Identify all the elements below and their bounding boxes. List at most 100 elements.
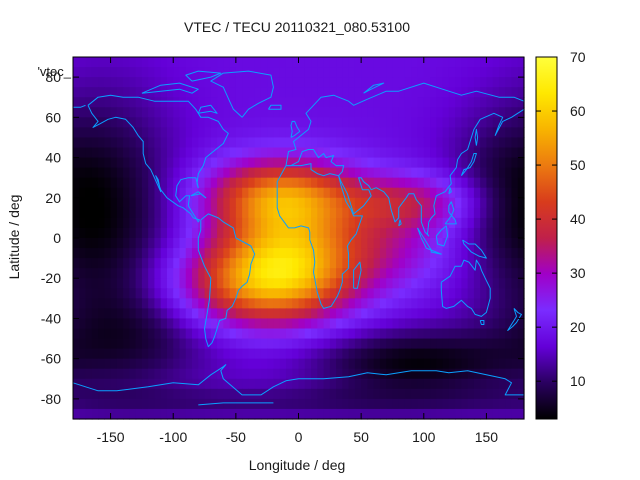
vtec-cell	[329, 238, 337, 249]
vtec-cell	[511, 87, 519, 98]
vtec-cell	[292, 318, 300, 330]
vtec-cell	[179, 157, 187, 169]
vtec-cell	[511, 127, 519, 139]
vtec-cell	[404, 248, 412, 259]
vtec-cell	[260, 388, 268, 400]
vtec-cell	[229, 107, 237, 118]
vtec-cell	[135, 358, 143, 370]
vtec-cell	[185, 177, 193, 189]
vtec-cell	[398, 378, 406, 390]
vtec-cell	[398, 107, 406, 118]
vtec-cell	[480, 187, 488, 199]
vtec-cell	[185, 127, 193, 139]
vtec-cell	[166, 67, 174, 78]
vtec-cell	[148, 258, 156, 269]
vtec-cell	[267, 217, 275, 229]
vtec-cell	[210, 368, 218, 380]
vtec-cell	[398, 57, 406, 68]
vtec-cell	[461, 197, 469, 209]
vtec-cell	[511, 348, 519, 360]
vtec-cell	[242, 187, 249, 199]
vtec-cell	[254, 157, 262, 169]
vtec-cell	[311, 77, 318, 88]
vtec-cell	[492, 167, 500, 179]
vtec-cell	[505, 167, 513, 179]
vtec-cell	[486, 177, 494, 189]
vtec-cell	[273, 268, 281, 279]
vtec-cell	[179, 288, 187, 299]
vtec-cell	[311, 288, 318, 299]
vtec-cell	[392, 157, 400, 169]
vtec-cell	[436, 127, 444, 139]
vtec-cell	[455, 248, 462, 259]
vtec-cell	[292, 288, 300, 299]
vtec-cell	[123, 147, 130, 159]
vtec-cell	[154, 187, 162, 199]
vtec-cell	[85, 338, 93, 350]
vtec-cell	[79, 298, 87, 309]
vtec-cell	[423, 328, 431, 340]
vtec-cell	[455, 157, 462, 169]
vtec-cell	[517, 87, 525, 98]
vtec-cell	[166, 348, 174, 360]
vtec-cell	[98, 197, 105, 209]
vtec-cell	[204, 258, 212, 269]
vtec-cell	[235, 378, 243, 390]
vtec-cell	[417, 177, 425, 189]
vtec-cell	[248, 147, 256, 159]
vtec-cell	[511, 338, 519, 350]
vtec-cell	[267, 77, 275, 88]
vtec-cell	[135, 308, 143, 320]
vtec-cell	[110, 278, 118, 289]
vtec-cell	[248, 57, 256, 68]
vtec-cell	[342, 167, 350, 179]
vtec-cell	[179, 77, 187, 88]
vtec-cell	[336, 197, 343, 209]
vtec-cell	[311, 217, 318, 229]
vtec-cell	[135, 368, 143, 380]
vtec-cell	[129, 328, 137, 340]
vtec-cell	[85, 398, 93, 410]
x-tick-label: -100	[159, 429, 187, 445]
vtec-cell	[348, 388, 356, 400]
vtec-cell	[392, 127, 400, 139]
vtec-cell	[367, 187, 375, 199]
vtec-cell	[342, 248, 350, 259]
vtec-cell	[442, 278, 450, 289]
vtec-cell	[473, 268, 481, 279]
vtec-cell	[260, 107, 268, 118]
vtec-cell	[217, 77, 224, 88]
vtec-cell	[254, 117, 262, 128]
vtec-cell	[204, 378, 212, 390]
vtec-cell	[98, 67, 105, 78]
vtec-cell	[517, 117, 525, 128]
vtec-cell	[304, 238, 312, 249]
vtec-cell	[367, 288, 375, 299]
vtec-cell	[492, 258, 500, 269]
vtec-cell	[223, 388, 231, 400]
vtec-cell	[354, 368, 362, 380]
vtec-cell	[116, 398, 124, 410]
vtec-cell	[285, 207, 293, 219]
vtec-cell	[392, 97, 400, 108]
vtec-cell	[154, 147, 162, 159]
vtec-cell	[417, 388, 425, 400]
vtec-cell	[73, 67, 80, 78]
vtec-cell	[198, 258, 206, 269]
vtec-cell	[85, 107, 93, 118]
vtec-cell	[467, 278, 475, 289]
vtec-cell	[398, 238, 406, 249]
vtec-cell	[73, 167, 80, 179]
vtec-cell	[505, 197, 513, 209]
vtec-cell	[311, 248, 318, 259]
colorbar-tick-label: 40	[570, 211, 586, 227]
vtec-cell	[204, 278, 212, 289]
vtec-cell	[123, 378, 130, 390]
vtec-cell	[436, 368, 444, 380]
vtec-cell	[242, 368, 249, 380]
vtec-cell	[417, 157, 425, 169]
vtec-cell	[192, 207, 199, 219]
vtec-cell	[173, 207, 181, 219]
vtec-cell	[242, 408, 249, 420]
vtec-cell	[260, 117, 268, 128]
